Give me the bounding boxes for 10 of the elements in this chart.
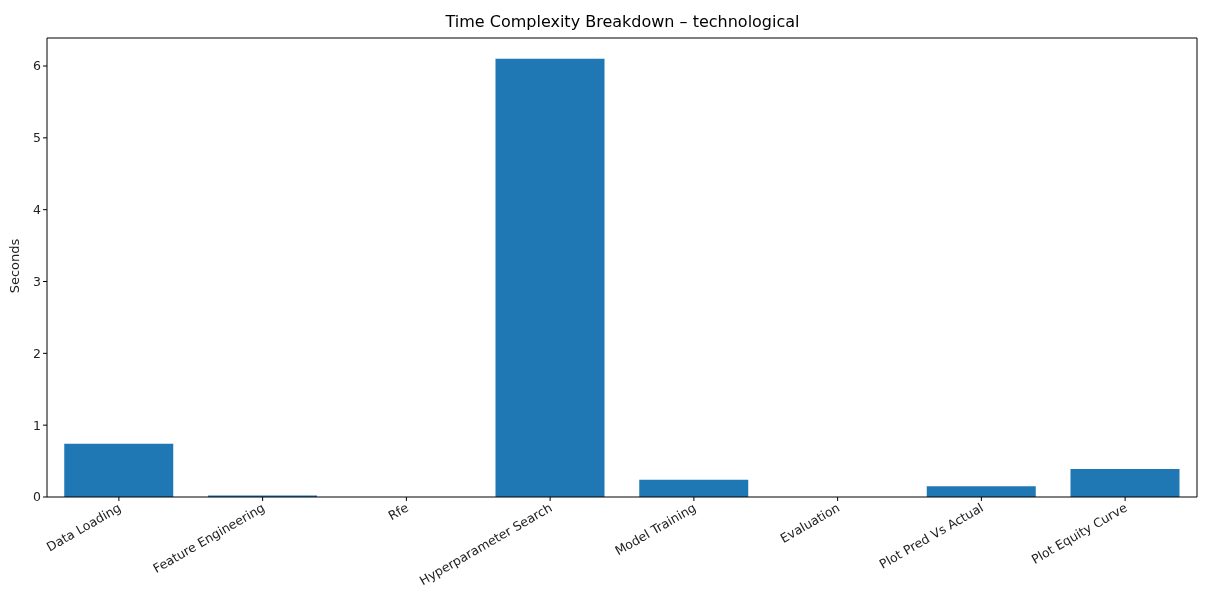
- y-tick-label: 0: [33, 489, 42, 505]
- y-tick-label: 6: [33, 58, 42, 74]
- y-tick-label: 4: [33, 202, 42, 218]
- y-tick-label: 1: [33, 417, 41, 433]
- y-axis-title: Seconds: [6, 238, 22, 294]
- y-tick-label: 3: [33, 273, 41, 289]
- x-tick-label: Rfe: [385, 499, 412, 524]
- chart-title: Time Complexity Breakdown – technological: [444, 12, 801, 31]
- y-tick-label: 2: [33, 345, 41, 361]
- y-tick-label: 5: [33, 130, 41, 146]
